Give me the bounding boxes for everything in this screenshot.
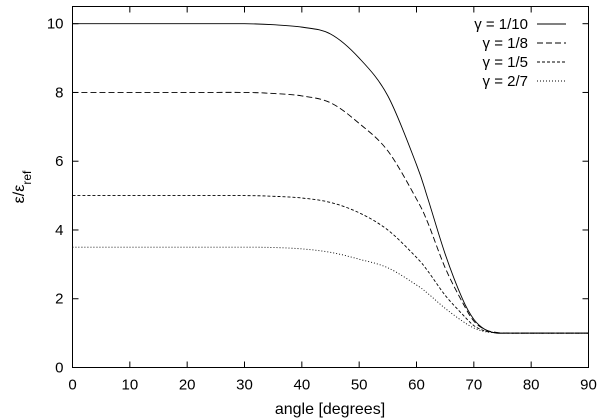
x-tick-label: 0 <box>68 377 76 394</box>
x-axis-ticks: 0 10 20 30 40 50 60 70 80 90 <box>68 6 597 394</box>
legend-entry-label: γ = 1/8 <box>483 35 528 52</box>
x-tick-label: 10 <box>121 377 138 394</box>
y-axis-label-main: ε/ε <box>11 185 28 204</box>
series-line-4 <box>72 246 589 334</box>
series-line-2 <box>72 91 589 334</box>
y-tick-label: 4 <box>55 222 63 239</box>
y-tick-label: 6 <box>55 153 63 170</box>
y-tick-label: 8 <box>55 84 63 101</box>
series-lines <box>72 23 589 334</box>
x-tick-label: 80 <box>523 377 540 394</box>
legend: γ = 1/10 γ = 1/8 γ = 1/5 γ = 2/7 <box>474 16 566 90</box>
y-axis-label-sub: ref <box>20 170 34 185</box>
y-tick-label: 2 <box>55 291 63 308</box>
x-tick-label: 50 <box>351 377 368 394</box>
legend-entry-label: γ = 1/10 <box>474 16 528 33</box>
x-tick-label: 40 <box>293 377 310 394</box>
y-axis-label: ε/εref <box>11 170 34 203</box>
y-tick-label: 0 <box>55 360 63 377</box>
legend-entry-label: γ = 2/7 <box>483 73 528 90</box>
x-tick-label: 60 <box>408 377 425 394</box>
y-tick-label: 10 <box>47 16 64 33</box>
plot-frame <box>72 6 589 368</box>
x-tick-label: 30 <box>236 377 253 394</box>
x-tick-label: 20 <box>179 377 196 394</box>
x-tick-label: 70 <box>465 377 482 394</box>
x-tick-label: 90 <box>580 377 597 394</box>
legend-entry-label: γ = 1/5 <box>483 54 528 71</box>
series-line-3 <box>72 195 589 334</box>
x-axis-label: angle [degrees] <box>275 401 385 418</box>
